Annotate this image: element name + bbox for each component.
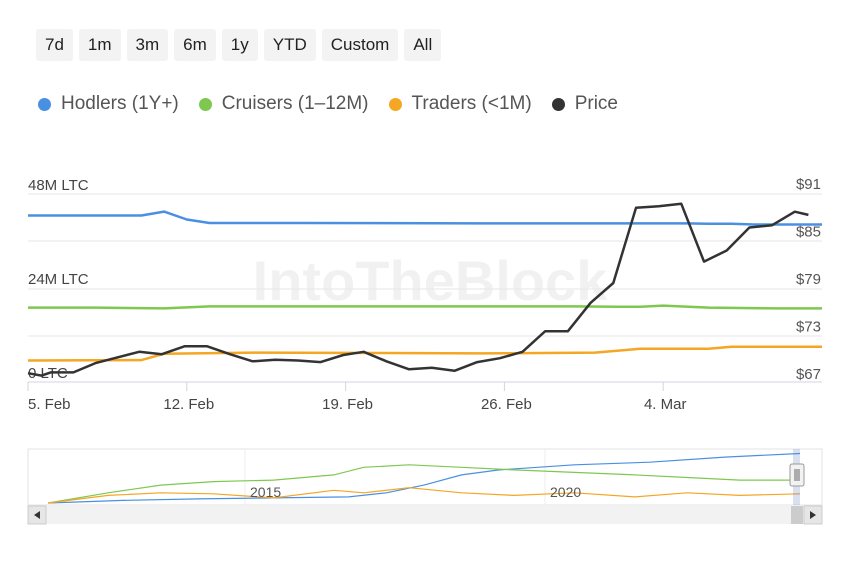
y-right-tick-label: $73 xyxy=(796,319,821,336)
navigator-series-2 xyxy=(47,487,801,504)
legend-dot-icon xyxy=(198,97,212,111)
y-right-tick-label: $79 xyxy=(796,271,821,288)
x-tick-label: 4. Mar xyxy=(644,396,687,413)
series-group xyxy=(27,202,822,377)
legend-dot-icon xyxy=(551,97,565,111)
range-button-all[interactable]: All xyxy=(404,29,442,61)
series-line-0 xyxy=(28,210,822,226)
navigator-handle[interactable] xyxy=(789,463,805,487)
navigator-x-label: 2015 xyxy=(250,484,281,500)
y-right-tick-label: $85 xyxy=(796,224,821,241)
y-axis-right: $91 $85 $79 $73 $67 xyxy=(796,176,821,383)
legend-label: Hodlers (1Y+) xyxy=(61,93,179,114)
series-line-1 xyxy=(28,304,822,310)
legend-dot-icon xyxy=(388,97,402,111)
x-axis: 5. Feb 12. Feb 19. Feb 26. Feb 4. Mar xyxy=(27,382,687,413)
scrollbar-thumb[interactable] xyxy=(791,506,803,524)
range-button-7d[interactable]: 7d xyxy=(36,29,73,61)
x-tick-label: 12. Feb xyxy=(163,396,214,413)
range-button-3m[interactable]: 3m xyxy=(126,29,169,61)
watermark: IntoTheBlock xyxy=(253,249,609,312)
legend-item[interactable]: Traders (<1M) xyxy=(388,93,532,115)
legend-item[interactable]: Price xyxy=(551,93,618,115)
legend-label: Cruisers (1–12M) xyxy=(221,93,369,114)
legend-label: Traders (<1M) xyxy=(411,93,532,114)
y-right-tick-label: $91 xyxy=(796,176,821,193)
range-button-6m[interactable]: 6m xyxy=(174,29,216,61)
navigator-x-label: 2020 xyxy=(550,484,581,500)
range-button-1y[interactable]: 1y xyxy=(221,29,258,61)
arrow-left-icon xyxy=(34,511,40,519)
grid-lines xyxy=(28,193,822,383)
range-selector: 7d 1m 3m 6m 1y YTD Custom All xyxy=(36,29,442,61)
series-line-2 xyxy=(27,345,822,362)
legend-label: Price xyxy=(574,93,618,114)
range-button-ytd[interactable]: YTD xyxy=(263,29,316,61)
x-tick-label: 19. Feb xyxy=(322,396,373,413)
navigator[interactable]: 2015 2020 xyxy=(27,448,823,525)
arrow-right-icon xyxy=(810,511,816,519)
legend-item[interactable]: Cruisers (1–12M) xyxy=(198,93,369,115)
legend-item[interactable]: Hodlers (1Y+) xyxy=(38,93,179,115)
x-tick-label: 26. Feb xyxy=(481,396,532,413)
range-button-custom[interactable]: Custom xyxy=(321,29,399,61)
navigator-frame xyxy=(27,448,823,506)
navigator-series-0 xyxy=(47,452,801,504)
range-button-1m[interactable]: 1m xyxy=(78,29,121,61)
x-tick-label: 5. Feb xyxy=(28,396,71,413)
scrollbar-track[interactable] xyxy=(28,506,822,524)
chart-legend: Hodlers (1Y+) Cruisers (1–12M) Traders (<1… xyxy=(38,93,618,115)
y-left-tick-label: 24M LTC xyxy=(28,271,89,288)
navigator-series-1 xyxy=(47,464,800,504)
y-left-tick-label: 48M LTC xyxy=(28,177,89,194)
legend-dot-icon xyxy=(38,97,51,111)
series-line-3 xyxy=(27,202,809,377)
y-right-tick-label: $67 xyxy=(796,366,821,383)
